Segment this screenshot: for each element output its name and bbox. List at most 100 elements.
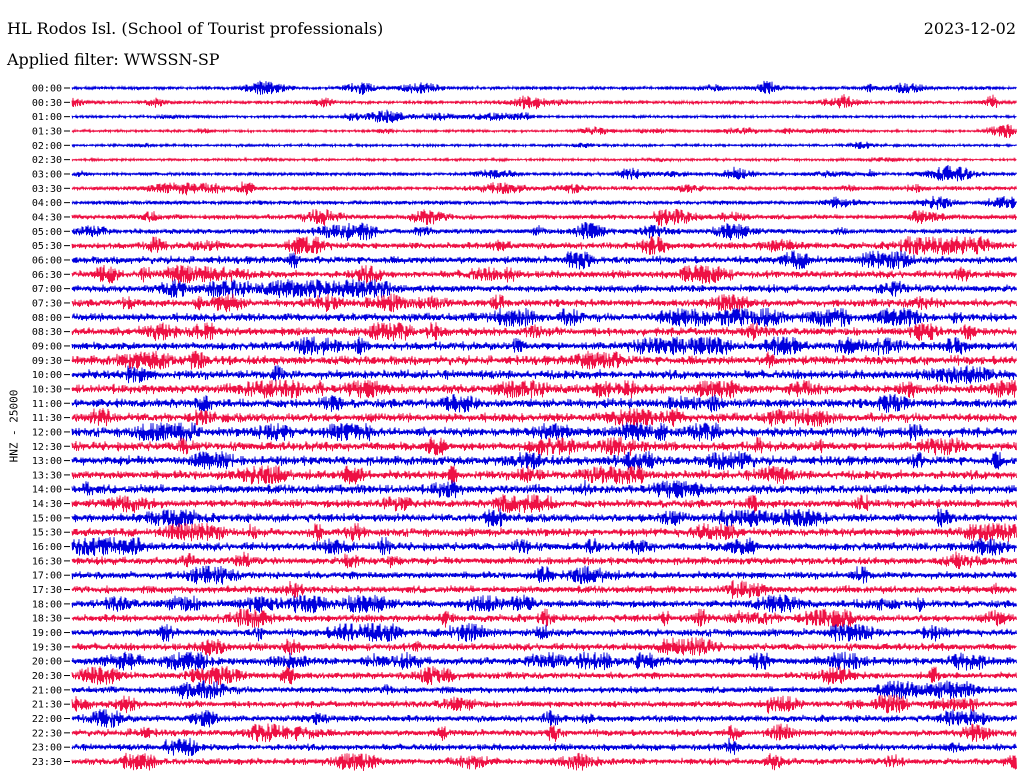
seismic-trace (71, 637, 1017, 656)
row-time-label: 11:00 (32, 399, 62, 410)
row-time-label: 04:30 (32, 212, 62, 223)
row-time-label: 03:00 (32, 169, 62, 180)
seismic-trace (71, 322, 1017, 342)
seismic-trace (71, 565, 1017, 585)
row-time-label: 14:30 (32, 499, 62, 510)
row-time-label: 03:30 (32, 184, 62, 195)
row-time-label: 07:30 (32, 298, 62, 309)
row-time-label: 16:30 (32, 556, 62, 567)
row-time-label: 22:00 (32, 714, 62, 725)
record-date: 2023-12-02 (923, 19, 1016, 38)
seismic-trace (71, 379, 1017, 399)
row-time-label: 17:00 (32, 571, 62, 582)
seismic-trace (71, 465, 1017, 485)
row-time-label: 02:00 (32, 141, 62, 152)
row-time-label: 12:00 (32, 427, 62, 438)
seismic-trace (71, 350, 1017, 370)
row-time-label: 20:00 (32, 657, 62, 668)
row-time-label: 22:30 (32, 728, 62, 739)
seismic-trace (71, 508, 1017, 528)
seismic-trace (71, 537, 1017, 557)
row-time-label: 21:00 (32, 685, 62, 696)
seismic-trace (71, 479, 1017, 499)
row-time-label: 00:00 (32, 84, 62, 95)
seismic-trace (71, 737, 1017, 757)
row-time-label: 00:30 (32, 98, 62, 109)
seismic-trace (71, 651, 1017, 671)
row-time-label: 23:00 (32, 743, 62, 754)
seismic-trace (71, 109, 1017, 123)
seismic-trace (71, 336, 1017, 356)
seismic-trace (71, 156, 1017, 163)
row-time-label: 13:30 (32, 470, 62, 481)
seismic-trace (71, 551, 1017, 570)
seismic-trace (71, 279, 1017, 299)
seismic-trace (71, 594, 1017, 614)
filter-label: Applied filter: WWSSN-SP (7, 50, 220, 69)
row-time-label: 18:30 (32, 614, 62, 625)
row-time-label: 01:30 (32, 126, 62, 137)
seismic-trace (71, 694, 1017, 714)
seismic-trace (71, 236, 1017, 256)
row-time-label: 19:00 (32, 628, 62, 639)
row-time-label: 01:00 (32, 112, 62, 123)
seismic-trace (71, 181, 1017, 196)
seismic-trace (71, 666, 1017, 686)
row-time-label: 15:30 (32, 528, 62, 539)
row-time-label: 11:30 (32, 413, 62, 424)
row-time-label: 14:00 (32, 485, 62, 496)
seismic-trace (71, 680, 1017, 700)
row-time-label: 18:00 (32, 599, 62, 610)
seismic-trace (71, 494, 1017, 514)
row-time-label: 16:00 (32, 542, 62, 553)
row-time-label: 09:30 (32, 356, 62, 367)
seismic-trace (71, 723, 1017, 743)
seismic-trace (71, 164, 1017, 182)
seismic-trace (71, 124, 1017, 139)
row-time-label: 13:00 (32, 456, 62, 467)
row-time-label: 06:00 (32, 255, 62, 266)
seismic-trace (71, 307, 1017, 327)
row-time-label: 06:30 (32, 270, 62, 281)
row-time-label: 20:30 (32, 671, 62, 682)
row-time-label: 08:30 (32, 327, 62, 338)
row-time-label: 09:00 (32, 341, 62, 352)
seismic-trace (71, 408, 1017, 428)
row-time-label: 23:30 (32, 757, 62, 768)
row-time-label: 10:30 (32, 384, 62, 395)
seismic-trace (71, 141, 1017, 149)
seismic-trace (71, 250, 1017, 270)
seismic-trace (71, 422, 1017, 442)
seismic-trace (71, 709, 1017, 728)
seismic-trace (71, 222, 1017, 241)
row-time-label: 02:30 (32, 155, 62, 166)
seismic-trace (71, 365, 1017, 385)
seismic-trace (71, 393, 1017, 413)
seismic-trace (71, 752, 1017, 772)
row-time-label: 15:00 (32, 513, 62, 524)
row-time-label: 05:00 (32, 227, 62, 238)
seismic-trace (71, 208, 1017, 227)
row-time-label: 21:30 (32, 700, 62, 711)
row-time-label: 10:00 (32, 370, 62, 381)
row-time-label: 07:00 (32, 284, 62, 295)
row-time-label: 12:30 (32, 442, 62, 453)
seismic-trace (71, 293, 1017, 313)
seismic-trace (71, 522, 1017, 542)
seismic-trace (71, 608, 1017, 628)
row-time-label: 17:30 (32, 585, 62, 596)
seismic-trace (71, 80, 1017, 95)
row-time-label: 19:30 (32, 642, 62, 653)
row-time-label: 04:00 (32, 198, 62, 209)
station-title: HL Rodos Isl. (School of Tourist profess… (7, 19, 384, 38)
seismic-trace (71, 436, 1017, 456)
seismic-trace (71, 94, 1017, 110)
row-time-label: 05:30 (32, 241, 62, 252)
seismic-trace (71, 580, 1017, 599)
row-time-label: 08:00 (32, 313, 62, 324)
seismic-trace (71, 195, 1017, 210)
seismic-trace (71, 451, 1017, 471)
seismic-trace (71, 623, 1017, 642)
seismic-trace (71, 264, 1017, 284)
